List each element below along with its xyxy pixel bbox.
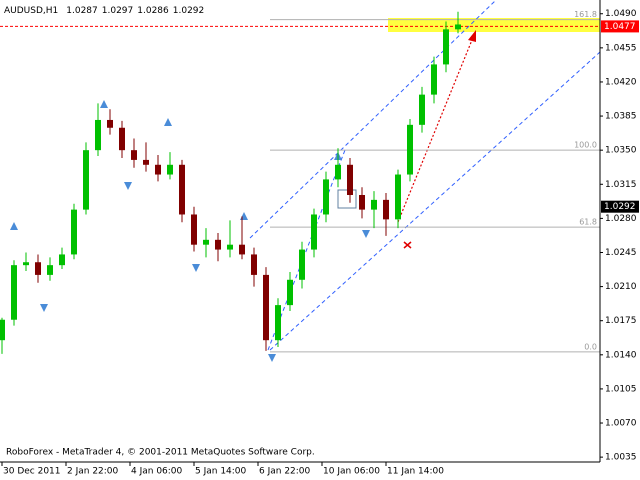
fractal-down <box>40 304 48 312</box>
y-tick-label: 1.0420 <box>605 77 637 87</box>
fractal-up <box>100 100 108 108</box>
header-value: 1.0292 <box>173 6 205 16</box>
x-tick-label: 4 Jan 06:00 <box>131 467 183 477</box>
candle-body <box>323 179 329 215</box>
candle-body <box>59 254 65 266</box>
candle-body <box>455 24 461 30</box>
candle-body <box>407 124 413 175</box>
forecast-arrow <box>397 39 473 223</box>
x-tick-label: 11 Jan 14:00 <box>387 467 444 477</box>
candle-body <box>443 29 449 65</box>
fibo-label: 61.8 <box>579 218 597 227</box>
y-tick-label: 1.0350 <box>605 146 637 156</box>
y-tick-label: 1.0385 <box>605 112 637 122</box>
candle-body <box>371 199 377 210</box>
y-tick-label: 1.0140 <box>605 350 637 360</box>
y-tick-label: 1.0105 <box>605 384 637 394</box>
candle-body <box>143 159 149 165</box>
x-tick-label: 6 Jan 22:00 <box>259 467 311 477</box>
y-tick-label: 1.0490 <box>605 9 637 19</box>
candle-body <box>11 265 17 320</box>
x-tick-label: 30 Dec 2011 <box>3 467 61 477</box>
candle-body <box>167 164 173 175</box>
candle-body <box>347 164 353 195</box>
candle-body <box>35 262 41 275</box>
y-tick-label: 1.0210 <box>605 282 637 292</box>
candle-body <box>0 319 5 341</box>
symbol: AUDUSD,H1 <box>4 6 58 16</box>
y-tick-label: 1.0280 <box>605 214 637 224</box>
candle-body <box>131 150 137 160</box>
y-tick-label: 1.0035 <box>605 453 637 463</box>
fractal-down <box>268 354 276 362</box>
candle-body <box>419 94 425 125</box>
fibo-label: 0.0 <box>584 342 597 351</box>
candle-body <box>191 214 197 245</box>
header-value: 1.0286 <box>137 6 169 16</box>
candle-body <box>83 150 89 210</box>
candle-body <box>71 209 77 255</box>
candle-body <box>395 174 401 220</box>
candle-body <box>335 164 341 180</box>
candle-body <box>119 127 125 151</box>
candle-body <box>179 164 185 215</box>
x-tick-label: 10 Jan 06:00 <box>323 467 380 477</box>
candle-body <box>239 244 245 255</box>
candle-body <box>203 239 209 245</box>
candle-body <box>227 244 233 250</box>
y-tick-label: 1.0175 <box>605 316 637 326</box>
candle-body <box>215 239 221 250</box>
candle-body <box>311 214 317 250</box>
candle-body <box>23 262 29 266</box>
fibo-label: 161.8 <box>574 10 597 19</box>
fractal-down <box>362 230 370 238</box>
candle-body <box>263 274 269 341</box>
y-tick-label: 1.0455 <box>605 43 637 53</box>
fibo-label: 100.0 <box>574 141 597 150</box>
y-tick-label: 1.0315 <box>605 180 637 190</box>
candle-body <box>107 119 113 128</box>
y-tick-label: 1.0070 <box>605 419 637 429</box>
candle-body <box>431 64 437 95</box>
y-tick-label: 1.0245 <box>605 248 637 258</box>
candle-body <box>95 119 101 151</box>
arrow-head <box>468 30 476 42</box>
footer: RoboForex - MetaTrader 4, © 2001-2011 Me… <box>6 448 315 458</box>
target-price-label: 1.0477 <box>604 22 636 32</box>
candle-body <box>155 164 161 175</box>
candle-body <box>251 254 257 275</box>
target-price-box <box>601 20 639 33</box>
plot-layer: 161.8 100.0 61.8 0.0 <box>0 0 601 362</box>
bid-price-box <box>601 200 639 213</box>
x-tick-label: 5 Jan 14:00 <box>195 467 247 477</box>
candle-body <box>359 194 365 210</box>
fractal-down <box>124 182 132 190</box>
cross-mark <box>403 241 412 249</box>
fractal-up <box>164 118 172 126</box>
candle-body <box>287 279 293 306</box>
candle-body <box>47 265 53 275</box>
candle-body <box>299 249 305 280</box>
fractal-down <box>192 264 200 272</box>
chart-header: AUDUSD,H1 1.0287 1.0297 1.0286 1.0292 <box>4 6 204 16</box>
fractal-up <box>10 222 18 230</box>
target-zone <box>388 18 600 32</box>
bid-price-label: 1.0292 <box>604 202 636 212</box>
header-value: 1.0297 <box>102 6 134 16</box>
x-tick-label: 2 Jan 22:00 <box>67 467 119 477</box>
header-value: 1.0287 <box>66 6 98 16</box>
channel-upper <box>249 0 497 239</box>
candle-body <box>275 305 281 341</box>
candle-body <box>383 199 389 220</box>
